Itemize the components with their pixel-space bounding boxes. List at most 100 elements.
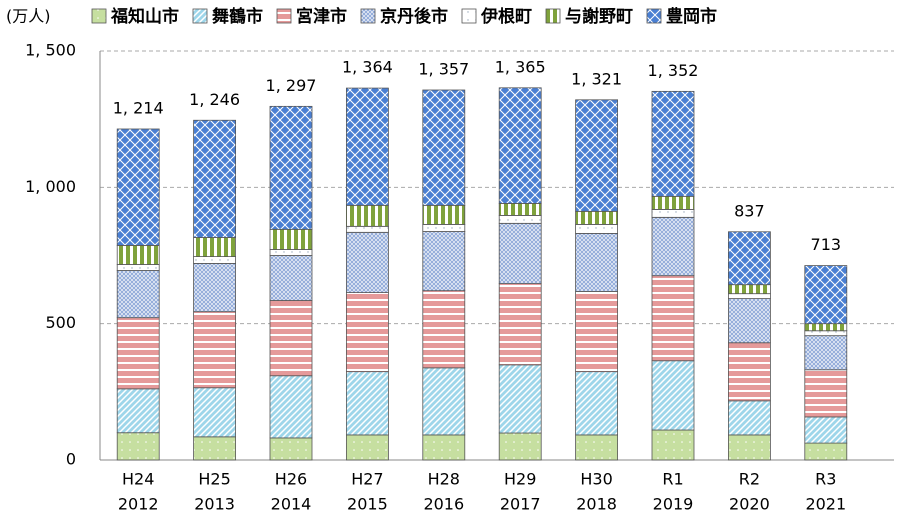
x-tick-label: H29 xyxy=(504,470,536,489)
legend-label: 舞鶴市 xyxy=(212,6,263,27)
x-tick-label: H28 xyxy=(428,470,460,489)
bar-segment xyxy=(651,90,695,197)
bar-segment xyxy=(193,311,237,389)
bar-segment xyxy=(575,291,618,373)
x-tick-sublabel: 2016 xyxy=(423,495,464,514)
bar-segment xyxy=(116,388,160,434)
y-tick-label: 500 xyxy=(45,313,76,332)
bar-segment xyxy=(498,215,542,224)
bar-segment xyxy=(269,255,313,301)
x-tick-label: H26 xyxy=(275,470,307,489)
x-tick-sublabel: 2020 xyxy=(729,495,770,514)
y-tick-label: 1, 000 xyxy=(25,177,76,196)
bar-segment xyxy=(422,89,466,206)
bar-segment xyxy=(116,128,160,246)
x-tick-label: R1 xyxy=(662,470,683,489)
bar-segment xyxy=(498,283,542,366)
bar-segment xyxy=(193,263,237,313)
legend-label: 京丹後市 xyxy=(380,6,448,27)
bar-segment xyxy=(345,371,389,436)
bar-segment xyxy=(728,293,771,299)
bar-segment xyxy=(575,233,618,292)
total-label: 1, 357 xyxy=(418,59,469,78)
bar-segment xyxy=(116,432,160,461)
legend-label: 伊根町 xyxy=(480,6,532,27)
bar-segment xyxy=(575,99,618,212)
bar-segment xyxy=(269,437,313,461)
bar-segment xyxy=(422,367,466,436)
bar-segment xyxy=(575,210,618,225)
x-tick-label: H24 xyxy=(122,470,154,489)
total-label: 1, 352 xyxy=(648,61,699,80)
bar-segment xyxy=(651,216,695,277)
bar-segment xyxy=(269,300,313,377)
x-tick-sublabel: 2021 xyxy=(805,495,846,514)
legend-swatch xyxy=(276,8,292,24)
bar-segment xyxy=(651,429,695,461)
bar-segment xyxy=(422,434,466,461)
legend-label: 福知山市 xyxy=(110,6,179,27)
bar-segment xyxy=(422,231,466,292)
bar-segment xyxy=(116,264,160,271)
x-tick-label: H25 xyxy=(198,470,230,489)
legend-swatch xyxy=(192,8,208,24)
bar-segment xyxy=(498,432,542,461)
bar-segment xyxy=(193,237,237,257)
total-label: 1, 214 xyxy=(113,98,164,117)
bar-segment xyxy=(498,203,542,216)
bar-segment xyxy=(575,371,618,436)
x-tick-label: H30 xyxy=(580,470,612,489)
bar-segment xyxy=(804,330,848,337)
total-label: 713 xyxy=(811,235,842,254)
bar-segment xyxy=(804,416,848,444)
bar-segment xyxy=(193,436,237,461)
bar-segment xyxy=(651,195,695,210)
legend-label: 与謝野町 xyxy=(565,6,633,27)
bar-segment xyxy=(651,360,695,431)
x-tick-label: R3 xyxy=(815,470,836,489)
bar-segment xyxy=(651,275,695,362)
total-label: 1, 365 xyxy=(495,57,546,76)
total-label: 837 xyxy=(734,201,765,220)
y-axis-label: (万人) xyxy=(6,7,51,26)
bar-segment xyxy=(345,87,389,206)
bar-segment xyxy=(269,228,313,250)
total-label: 1, 297 xyxy=(266,76,317,95)
bar-segment xyxy=(575,224,618,234)
legend-label: 豊岡市 xyxy=(666,6,717,27)
total-label: 1, 246 xyxy=(189,90,240,109)
bar-segment xyxy=(804,323,848,332)
bar-segment xyxy=(804,265,848,325)
total-label: 1, 364 xyxy=(342,58,393,77)
bar-segment xyxy=(116,270,160,319)
bar-segment xyxy=(269,375,313,439)
bar-segment xyxy=(422,290,466,369)
bar-segment xyxy=(651,209,695,218)
bar-segment xyxy=(193,387,237,438)
bar-segment xyxy=(345,292,389,373)
bar-segment xyxy=(498,364,542,434)
x-tick-sublabel: 2015 xyxy=(347,495,388,514)
bar-segment xyxy=(422,224,466,232)
bar-segment xyxy=(728,434,771,461)
x-tick-sublabel: 2018 xyxy=(576,495,617,514)
bar-segment xyxy=(728,231,771,286)
bar-segment xyxy=(728,298,771,344)
bar-segment xyxy=(193,256,237,264)
bar-segment xyxy=(269,105,313,230)
total-label: 1, 321 xyxy=(571,69,622,88)
x-tick-sublabel: 2014 xyxy=(271,495,312,514)
x-tick-label: H27 xyxy=(351,470,383,489)
bar-segment xyxy=(116,245,160,265)
legend-swatch xyxy=(360,8,376,24)
bar-segment xyxy=(498,87,542,204)
legend-swatch xyxy=(545,8,561,24)
legend-swatch xyxy=(461,8,477,24)
bar-segment xyxy=(193,119,237,238)
bar-segment xyxy=(804,369,848,418)
bar-segment xyxy=(116,317,160,390)
bar-segment xyxy=(575,434,618,461)
x-tick-label: R2 xyxy=(739,470,760,489)
x-tick-sublabel: 2017 xyxy=(500,495,541,514)
